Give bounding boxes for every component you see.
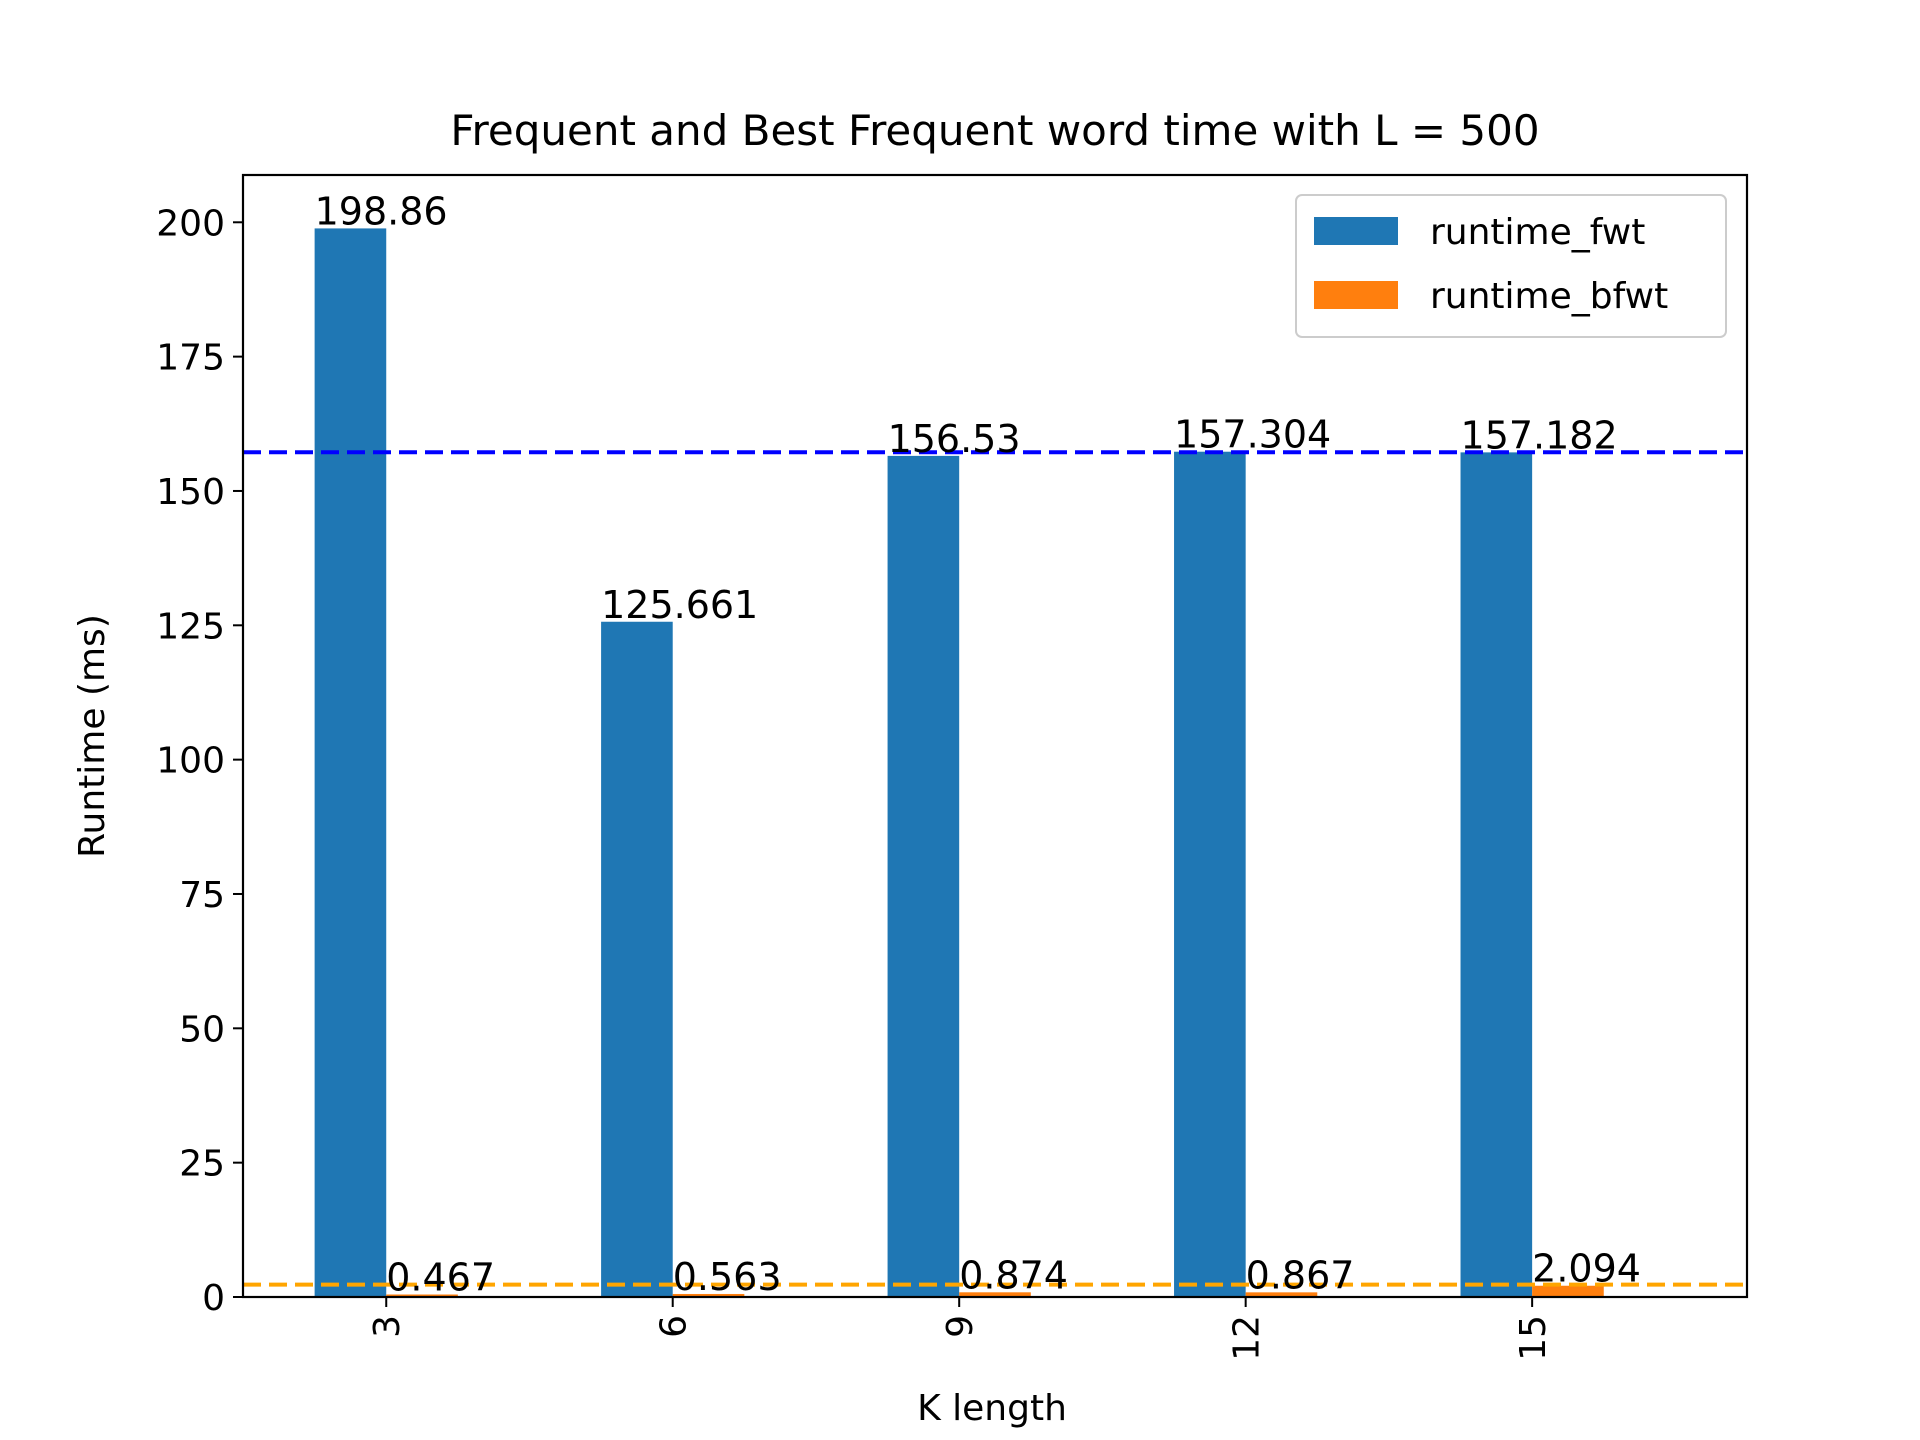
data-label-runtime_fwt-6: 125.661: [601, 583, 758, 627]
data-label-runtime_bfwt-15: 2.094: [1532, 1247, 1641, 1291]
bar-runtime_bfwt-3: [386, 1294, 458, 1297]
legend: runtime_fwt runtime_bfwt: [1295, 194, 1727, 338]
data-label-runtime_fwt-12: 157.304: [1174, 413, 1331, 457]
bar-runtime_bfwt-9: [959, 1292, 1031, 1297]
bar-runtime_fwt-3: [314, 228, 387, 1298]
bar-runtime_bfwt-15: [1532, 1285, 1604, 1297]
data-label-runtime_bfwt-6: 0.563: [673, 1255, 782, 1299]
legend-box: [1295, 194, 1727, 338]
bar-runtime_bfwt-6: [672, 1293, 745, 1297]
axes-frame: [241, 173, 1749, 1299]
x-tick-label-12: 12: [1227, 1315, 1268, 1361]
y-tick-label-175: 175: [156, 338, 225, 379]
y-tick-label-25: 25: [179, 1144, 225, 1185]
data-label-runtime_bfwt-9: 0.874: [959, 1253, 1068, 1297]
x-tick-label-9: 9: [940, 1315, 981, 1338]
y-tick-label-0: 0: [202, 1278, 225, 1319]
x-axis-label: K length: [917, 1388, 1067, 1429]
y-tick-label-125: 125: [156, 606, 225, 647]
plot-area: 198.86 125.661 156.53 157.304 157.182 0.467 0.…: [156, 173, 1749, 1361]
x-tick-label-6: 6: [654, 1315, 695, 1338]
y-tick-label-200: 200: [156, 203, 225, 244]
data-label-runtime_bfwt-3: 0.467: [386, 1255, 495, 1299]
y-tick-label-100: 100: [156, 741, 225, 782]
data-label-runtime_fwt-3: 198.86: [315, 189, 448, 233]
data-label-runtime_bfwt-12: 0.867: [1246, 1253, 1355, 1297]
data-label-runtime_fwt-9: 156.53: [888, 417, 1021, 461]
y-axis-label: Runtime (ms): [72, 614, 113, 858]
legend-swatch-runtime_bfwt: [1314, 281, 1398, 309]
y-tick-label-75: 75: [179, 875, 225, 916]
data-label-runtime_fwt-15: 157.182: [1461, 413, 1618, 457]
bar-runtime_fwt-9: [887, 455, 960, 1297]
bar-runtime_bfwt-12: [1245, 1292, 1318, 1297]
bar-runtime_fwt-6: [601, 621, 673, 1297]
chart-title: Frequent and Best Frequent word time wit…: [450, 106, 1539, 155]
y-tick-label-50: 50: [179, 1009, 225, 1050]
legend-label-runtime_fwt: runtime_fwt: [1430, 212, 1645, 253]
y-tick-label-150: 150: [156, 472, 225, 513]
legend-swatch-runtime_fwt: [1314, 217, 1398, 245]
x-tick-label-15: 15: [1513, 1315, 1554, 1361]
bar-runtime_fwt-15: [1460, 452, 1533, 1298]
bar-runtime_fwt-12: [1174, 451, 1246, 1297]
legend-label-runtime_bfwt: runtime_bfwt: [1430, 276, 1668, 317]
x-tick-label-3: 3: [367, 1315, 408, 1338]
